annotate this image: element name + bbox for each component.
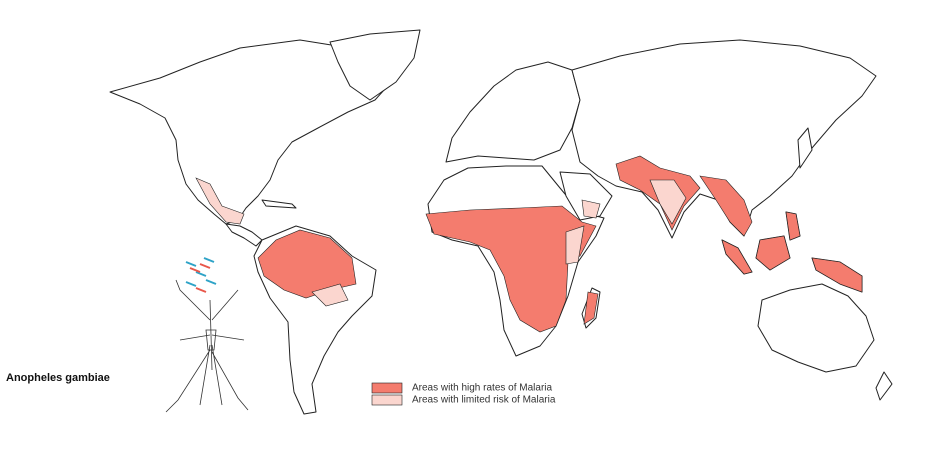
legend-label: Areas with limited risk of Malaria bbox=[412, 395, 556, 406]
japan bbox=[797, 127, 813, 169]
limited-risk-zone bbox=[649, 179, 687, 225]
high-risk-zone bbox=[785, 211, 801, 241]
high-risk-zone bbox=[583, 291, 599, 325]
greenland bbox=[329, 29, 421, 101]
limited-risk-zone bbox=[311, 283, 349, 307]
australia bbox=[757, 283, 875, 373]
limited-risk-zone bbox=[195, 177, 245, 225]
high-risk-zone bbox=[755, 235, 791, 271]
legend-swatch bbox=[371, 394, 403, 406]
high-risk-zone bbox=[721, 239, 753, 275]
mosquito-body bbox=[205, 299, 217, 371]
north-america bbox=[109, 39, 396, 225]
high-risk-zone bbox=[811, 257, 863, 293]
legend-label: Areas with high rates of Malaria bbox=[412, 383, 553, 394]
mosquito-flight bbox=[189, 263, 211, 293]
mosquito-flight bbox=[185, 257, 217, 287]
central-america bbox=[225, 223, 263, 247]
high-risk-zone bbox=[425, 205, 597, 333]
caribbean bbox=[261, 199, 297, 209]
legend-swatch bbox=[371, 382, 403, 394]
limited-risk-zone bbox=[581, 199, 601, 219]
caption: Anopheles gambiae bbox=[6, 372, 110, 384]
high-risk-zone bbox=[257, 229, 357, 299]
mosquito-legs bbox=[165, 279, 249, 413]
limited-risk-zone bbox=[565, 225, 585, 265]
europe bbox=[445, 61, 581, 163]
high-risk-zone bbox=[699, 175, 753, 237]
malaria-zones bbox=[195, 155, 863, 333]
mosquito-illustration bbox=[165, 257, 249, 413]
new-zealand bbox=[875, 371, 893, 401]
